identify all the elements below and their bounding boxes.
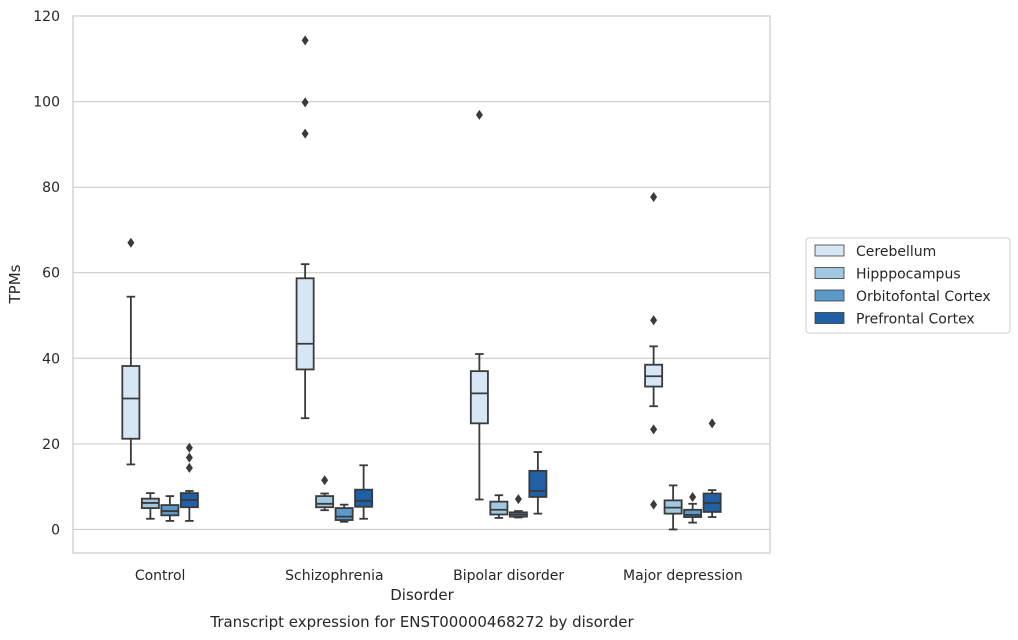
y-tick-label: 120 (33, 9, 60, 25)
outlier-point (689, 491, 697, 502)
box-iqr (295, 277, 315, 371)
box-iqr (683, 508, 703, 518)
box-hipppocampus (315, 475, 335, 512)
outlier-point (475, 109, 483, 120)
figure-caption: Transcript expression for ENST0000046827… (209, 613, 634, 631)
legend-swatch (814, 244, 845, 257)
legend-label: Cerebellum (856, 244, 936, 260)
x-axis-label: Disorder (390, 586, 454, 604)
outlier-point (301, 128, 309, 139)
box-iqr (121, 365, 141, 440)
box-iqr (315, 495, 335, 509)
box-hipppocampus (140, 492, 160, 520)
outlier-point (321, 475, 329, 486)
outlier-point (650, 191, 658, 202)
legend-swatch (814, 289, 845, 302)
box-iqr (469, 370, 489, 425)
x-tick-labels: Control Schizophrenia Bipolar disorder Majo… (135, 568, 743, 584)
box-prefrontal-cortex (528, 451, 548, 515)
box-hipppocampus (489, 494, 509, 519)
y-tick-label: 20 (42, 437, 60, 453)
x-tick-label: Bipolar disorder (453, 568, 564, 584)
box-orbitofontal-cortex (683, 491, 703, 524)
outlier-point (514, 494, 522, 505)
box-orbitofontal-cortex (334, 503, 354, 523)
legend-swatch (814, 312, 845, 324)
box-series (121, 35, 722, 531)
y-axis-label: TPMs (6, 264, 24, 304)
outlier-point (185, 442, 193, 453)
y-tick-labels: 0 20 40 60 80 100 120 (33, 9, 60, 538)
outlier-point (301, 35, 309, 46)
box-prefrontal-cortex (702, 418, 722, 518)
box-prefrontal-cortex (179, 442, 199, 522)
outlier-point (185, 462, 193, 473)
x-tick-label: Schizophrenia (285, 568, 383, 584)
legend-frame (805, 237, 1011, 334)
box-iqr (354, 488, 374, 508)
box-cerebellum (644, 191, 664, 510)
box-orbitofontal-cortex (160, 495, 180, 522)
legend-label: Hipppocampus (856, 267, 961, 283)
box-iqr (528, 469, 548, 498)
y-tick-label: 80 (42, 180, 60, 196)
outlier-point (650, 315, 658, 326)
box-hipppocampus (663, 484, 683, 531)
x-tick-label: Control (135, 568, 186, 584)
y-tick-label: 100 (33, 95, 60, 111)
gridlines (73, 15, 770, 531)
box-cerebellum (295, 35, 315, 420)
box-cerebellum (469, 109, 489, 501)
plot-area-frame (72, 15, 771, 554)
y-tick-label: 0 (51, 522, 60, 538)
box-orbitofontal-cortex (508, 494, 528, 519)
legend-swatch (814, 267, 845, 279)
box-iqr (334, 507, 354, 521)
outlier-point (185, 452, 193, 463)
box-prefrontal-cortex (354, 464, 374, 520)
y-tick-label: 40 (42, 351, 60, 367)
x-tick-label: Major depression (623, 568, 743, 584)
outlier-point (127, 237, 135, 248)
box-iqr (489, 500, 509, 516)
legend-label: Orbitofontal Cortex (856, 289, 991, 305)
outlier-point (301, 97, 309, 108)
outlier-point (708, 418, 716, 429)
legend: Cerebellum Hipppocampus Orbitofontal Corte… (805, 237, 1011, 334)
outlier-point (650, 499, 658, 510)
legend-label: Prefrontal Cortex (856, 312, 975, 328)
y-tick-label: 60 (42, 266, 60, 282)
box-cerebellum (121, 237, 141, 466)
outlier-point (650, 424, 658, 435)
